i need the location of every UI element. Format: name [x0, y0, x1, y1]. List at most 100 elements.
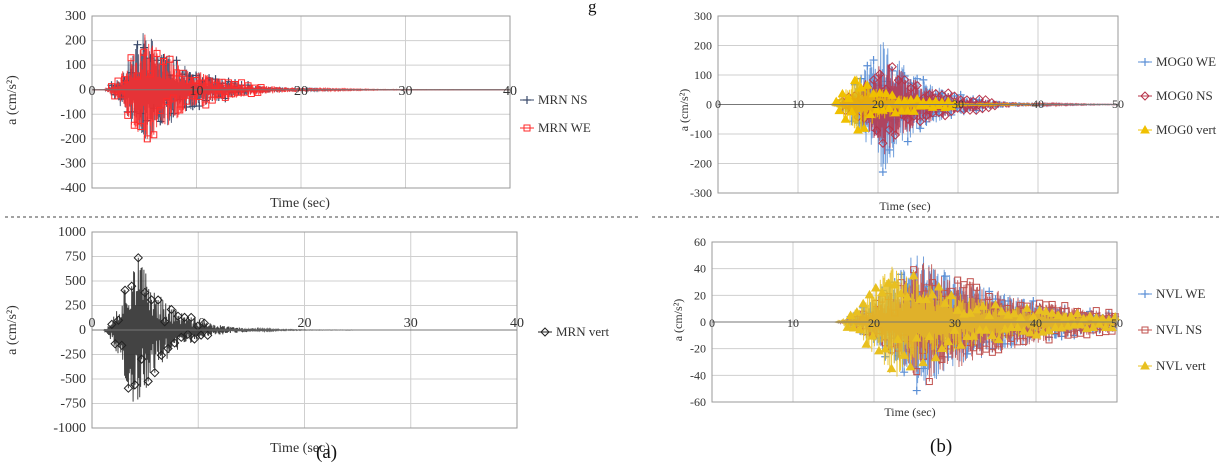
series-marker-2 [121, 76, 129, 84]
legend-label: NVL vert [1156, 358, 1206, 373]
x-tick-label: 30 [404, 316, 418, 331]
series-marker-2 [124, 111, 132, 119]
x-tick-label: 30 [952, 97, 964, 111]
series-marker-1 [1029, 297, 1038, 306]
series-marker-2 [1061, 302, 1069, 310]
series-marker-3 [1006, 322, 1017, 331]
y-tick-label: 200 [65, 34, 86, 49]
panel-label-b: (b) [930, 436, 952, 457]
series-marker-3 [867, 331, 878, 340]
series-marker-2 [887, 62, 897, 72]
legend-marker [540, 327, 550, 337]
series-marker-3 [959, 309, 969, 318]
series-marker-3 [1069, 320, 1080, 329]
series-marker-3 [855, 324, 865, 334]
series-marker-2 [215, 90, 223, 98]
series-marker-3 [861, 339, 872, 348]
y-tick-label: -500 [60, 372, 86, 387]
series-marker-2 [173, 69, 181, 77]
series-marker-3 [943, 336, 954, 346]
series-marker-2 [915, 116, 925, 127]
series-marker-3 [981, 325, 991, 334]
series-marker-3 [892, 334, 903, 343]
legend-label: NVL NS [1156, 322, 1202, 337]
y-tick-label: 60 [694, 235, 706, 249]
series-marker-1 [183, 329, 193, 339]
series-marker-3 [949, 325, 960, 334]
series-marker-1 [159, 53, 168, 62]
series-marker-3 [908, 270, 919, 280]
series-marker-1 [133, 253, 143, 263]
x-tick-label: 0 [709, 316, 715, 330]
series-marker-2 [929, 279, 936, 287]
x-axis-label: Time (sec) [884, 405, 935, 419]
series-marker-1 [120, 285, 130, 295]
x-tick-label: 10 [792, 97, 804, 111]
series-marker-3 [911, 333, 922, 342]
series-marker-1 [163, 343, 173, 354]
series-marker-1 [166, 304, 177, 315]
series-marker-3 [887, 90, 898, 99]
series-marker-2 [973, 283, 981, 291]
series-marker-1 [878, 167, 887, 176]
series-marker-3 [881, 88, 891, 97]
x-tick-label: 20 [298, 316, 312, 331]
series-marker-2 [965, 105, 975, 115]
series-marker-3 [848, 323, 859, 332]
series-marker-1 [126, 281, 137, 291]
series-marker-2 [871, 125, 882, 136]
series-marker-1 [156, 350, 167, 360]
series-marker-2 [884, 124, 894, 135]
x-axis-label: Time (sec) [879, 199, 930, 213]
series-marker-2 [127, 54, 135, 62]
x-tick-label: 10 [191, 316, 205, 331]
series-marker-3 [870, 283, 881, 292]
series-marker-3 [909, 106, 919, 115]
series-marker-3 [990, 300, 1001, 309]
series-marker-1 [136, 354, 147, 364]
series-marker-2 [195, 92, 203, 100]
series-marker-3 [852, 307, 862, 316]
series-marker-3 [1025, 327, 1036, 337]
series-marker-3 [937, 343, 947, 352]
series-marker-2 [913, 368, 921, 376]
series-marker-2 [111, 92, 119, 100]
series-marker-3 [902, 106, 913, 115]
series-marker-2 [912, 80, 922, 91]
series-marker-2 [114, 77, 122, 85]
series-marker-1 [160, 317, 170, 327]
series-marker-3 [1034, 305, 1045, 314]
series-marker-3 [933, 281, 944, 291]
series-marker-3 [1047, 308, 1058, 317]
series-marker-1 [857, 74, 866, 83]
x-tick-label: 10 [190, 84, 204, 99]
series-marker-3 [1100, 322, 1111, 331]
y-tick-label: 0 [700, 315, 706, 329]
legend-label: MOG0 NS [1156, 88, 1213, 103]
legend-label: MOG0 WE [1156, 54, 1216, 69]
y-tick-label: -200 [690, 157, 712, 171]
series-marker-1 [140, 43, 149, 52]
series-marker-2 [959, 105, 969, 115]
series-marker-1 [199, 318, 210, 328]
series-marker-3 [940, 102, 950, 112]
x-axis-label: Time (sec) [270, 196, 330, 211]
series-marker-3 [842, 322, 853, 331]
series-marker-1 [985, 287, 994, 296]
series-marker-2 [234, 88, 242, 96]
series-marker-3 [978, 301, 988, 310]
series-marker-3 [921, 100, 932, 110]
series-marker-2 [228, 90, 236, 98]
x-tick-label: 40 [1030, 316, 1042, 330]
series-marker-3 [952, 305, 963, 314]
chart-mog0: -300 -200 -100 0 100 200 300 0 10 20 30 40 50 Time (s… [677, 9, 1217, 213]
series-marker-3 [862, 80, 873, 89]
series-marker-3 [974, 325, 985, 334]
series-marker-2 [921, 110, 932, 121]
series-marker-3 [912, 93, 922, 103]
y-axis-label: a (cm/s²) [5, 305, 20, 355]
series-marker-1 [900, 368, 909, 377]
